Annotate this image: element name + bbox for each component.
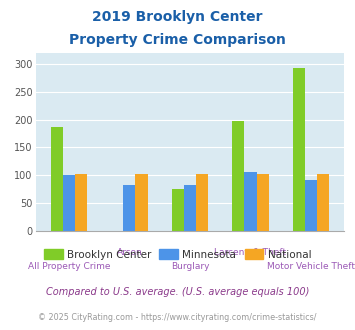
Text: Compared to U.S. average. (U.S. average equals 100): Compared to U.S. average. (U.S. average … [46, 287, 309, 297]
Bar [305, 180, 317, 231]
Bar [51, 127, 63, 231]
Bar [196, 174, 208, 231]
Bar [245, 172, 257, 231]
Text: Arson: Arson [116, 248, 142, 257]
Bar [123, 185, 135, 231]
Text: Burglary: Burglary [171, 262, 209, 271]
Text: 2019 Brooklyn Center: 2019 Brooklyn Center [92, 10, 263, 24]
Text: All Property Crime: All Property Crime [28, 262, 110, 271]
Text: Motor Vehicle Theft: Motor Vehicle Theft [267, 262, 355, 271]
Text: Larceny & Theft: Larceny & Theft [214, 248, 286, 257]
Bar [257, 174, 269, 231]
Bar [172, 189, 184, 231]
Bar [317, 174, 329, 231]
Bar [293, 68, 305, 231]
Text: © 2025 CityRating.com - https://www.cityrating.com/crime-statistics/: © 2025 CityRating.com - https://www.city… [38, 314, 317, 322]
Bar [75, 174, 87, 231]
Bar [135, 174, 148, 231]
Bar [63, 175, 75, 231]
Bar [232, 121, 245, 231]
Text: Property Crime Comparison: Property Crime Comparison [69, 33, 286, 47]
Bar [184, 185, 196, 231]
Legend: Brooklyn Center, Minnesota, National: Brooklyn Center, Minnesota, National [40, 245, 315, 264]
